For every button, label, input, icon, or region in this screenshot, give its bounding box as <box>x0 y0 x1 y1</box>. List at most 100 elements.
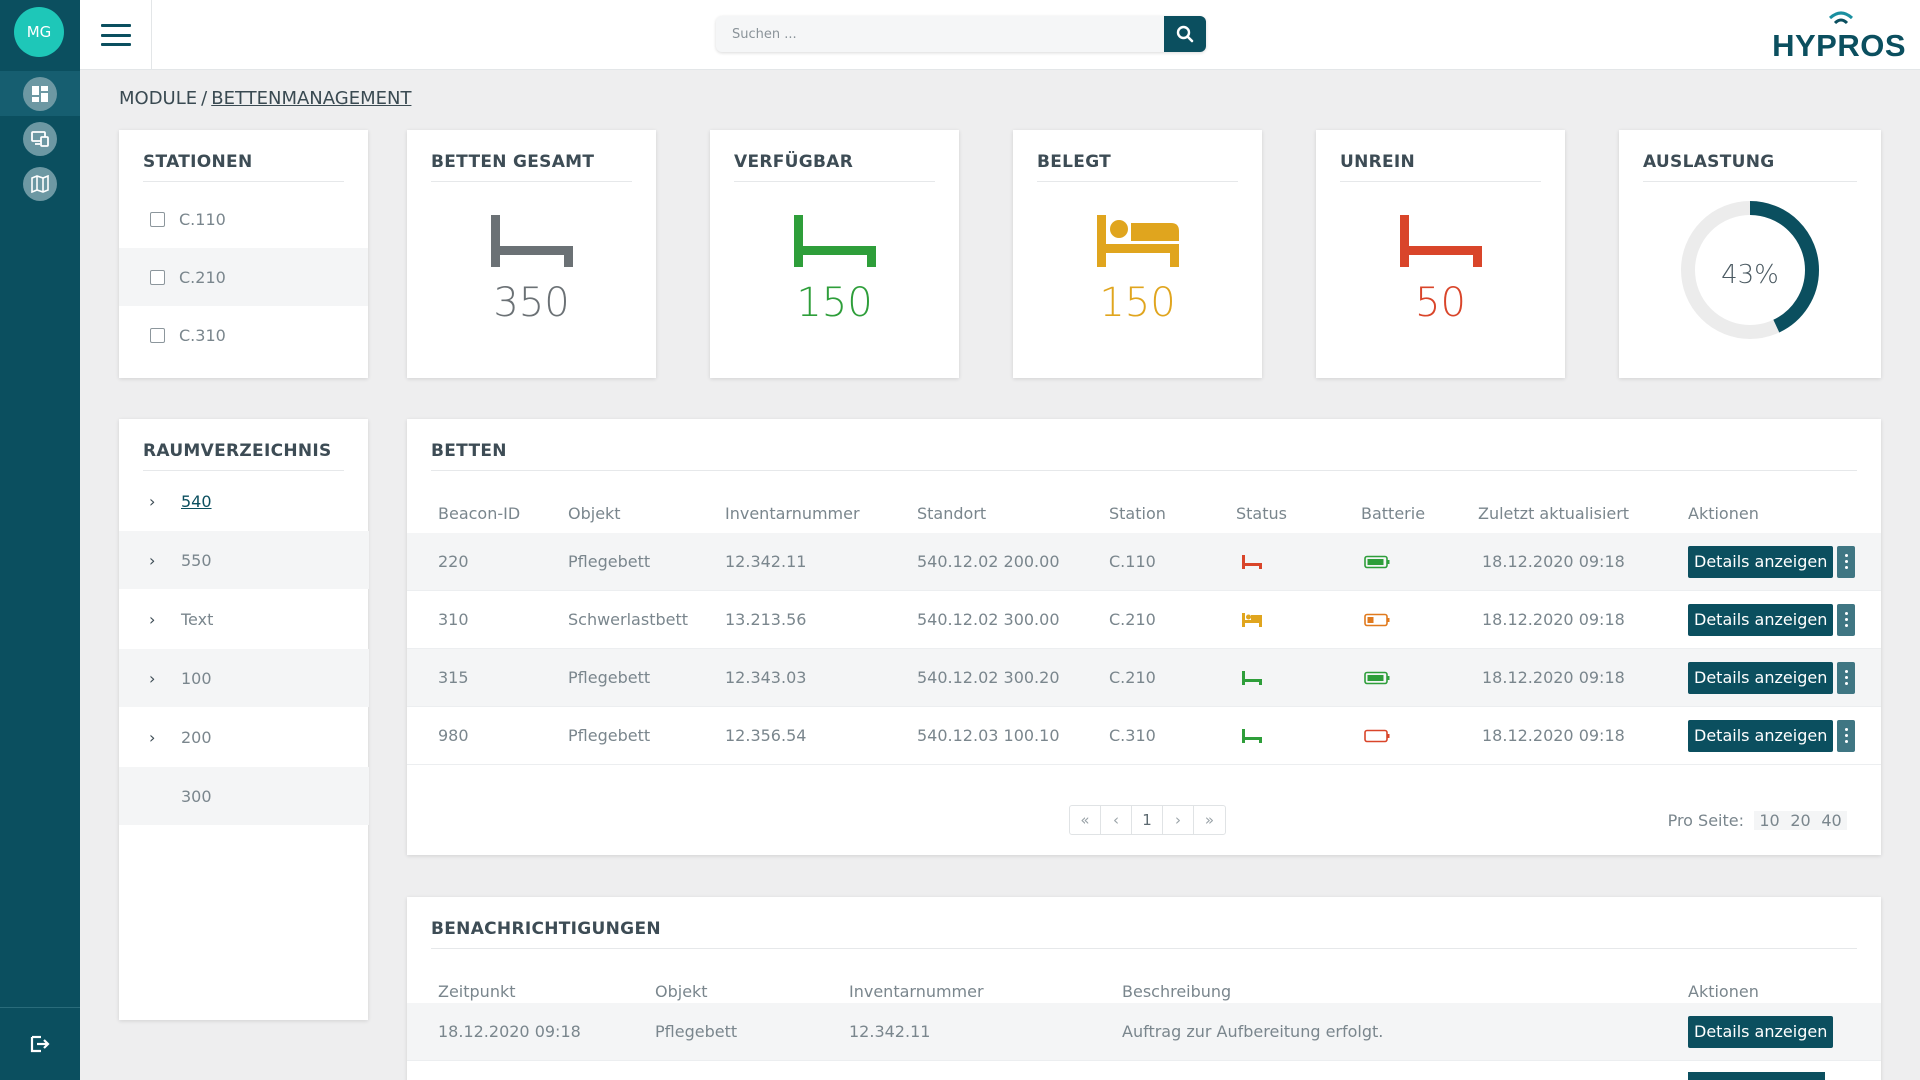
bed-station: C.110 <box>1109 552 1156 571</box>
col-station[interactable]: Station <box>1109 503 1166 523</box>
col-time[interactable]: Zeitpunkt <box>438 981 516 1001</box>
station-checkbox[interactable] <box>150 327 165 343</box>
notifications-column-headers: Zeitpunkt Objekt Inventarnummer Beschrei… <box>407 971 1881 1011</box>
room-label: 200 <box>181 727 212 747</box>
station-item-c310[interactable]: C.310 <box>119 306 368 364</box>
room-label: 300 <box>181 786 212 806</box>
room-directory-card: RAUMVERZEICHNIS › 540 › 550 › Text › 100 › 20… <box>119 419 369 1020</box>
notifications-title: BENACHRICHTIGUNGEN <box>431 919 661 939</box>
col-object[interactable]: Objekt <box>568 503 621 523</box>
menu-toggle[interactable] <box>80 0 152 70</box>
bed-row: 315 Pflegebett 12.343.03 540.12.02 300.20 C.… <box>407 649 1881 707</box>
col-inventory[interactable]: Inventarnummer <box>725 503 860 523</box>
per-page-option-40[interactable]: 40 <box>1821 810 1842 830</box>
per-page-option-10[interactable]: 10 <box>1759 810 1780 830</box>
col-beacon-id[interactable]: Beacon-ID <box>438 503 521 523</box>
battery-icon <box>1364 707 1390 764</box>
sidebar-item-map[interactable] <box>0 161 80 206</box>
utilization-title: AUSLASTUNG <box>1643 152 1775 172</box>
bed-last-updated: 18.12.2020 09:18 <box>1482 552 1625 571</box>
room-item-100[interactable]: › 100 <box>119 649 369 707</box>
col-battery[interactable]: Batterie <box>1361 503 1426 523</box>
breadcrumb-current[interactable]: BETTENMANAGEMENT <box>211 88 412 109</box>
bed-object: Pflegebett <box>568 726 651 745</box>
col-last-updated[interactable]: Zuletzt aktualisiert <box>1478 503 1630 523</box>
bed-location: 540.12.02 200.00 <box>917 552 1060 571</box>
room-item-540[interactable]: › 540 <box>119 472 369 530</box>
per-page-options: 10 20 40 <box>1754 810 1847 830</box>
prev-page-icon[interactable]: ‹ <box>1101 806 1132 834</box>
details-button[interactable]: Details anzeigen <box>1688 1015 1834 1048</box>
stat-card-unclean: UNREIN 50 <box>1316 130 1565 378</box>
donut-value-arc <box>1681 201 1819 339</box>
stat-value: 150 <box>796 280 873 326</box>
station-item-c110[interactable]: C.110 <box>119 190 368 248</box>
stations-list-card: STATIONEN C.110 C.210 C.310 <box>119 130 368 378</box>
utilization-card-header: AUSLASTUNG <box>1643 152 1857 182</box>
stat-title: VERFÜGBAR <box>734 152 854 172</box>
details-button[interactable]: Details anzeigen <box>1688 603 1834 636</box>
bed-inventory: 12.356.54 <box>725 726 807 745</box>
beds-table-title: BETTEN <box>431 441 507 461</box>
more-options-icon[interactable] <box>1837 545 1856 578</box>
room-item-200[interactable]: › 200 <box>119 708 369 766</box>
bed-inventory: 12.343.03 <box>725 668 807 687</box>
chevron-right-icon[interactable]: › <box>149 727 156 747</box>
bed-status-icon <box>1242 533 1262 590</box>
bed-beacon-id: 310 <box>438 610 469 629</box>
stat-title: BELEGT <box>1037 152 1112 172</box>
col-inventory[interactable]: Inventarnummer <box>849 981 984 1001</box>
details-button-partial[interactable] <box>1688 1072 1825 1080</box>
last-page-icon[interactable]: » <box>1204 811 1215 829</box>
sidebar-item-devices[interactable] <box>0 116 80 161</box>
col-description[interactable]: Beschreibung <box>1122 981 1232 1001</box>
bed-empty-icon <box>710 215 959 267</box>
breadcrumb-root[interactable]: MODULE <box>119 88 198 109</box>
page-number[interactable]: 1 <box>1132 806 1163 834</box>
station-checkbox[interactable] <box>150 269 165 285</box>
station-item-c210[interactable]: C.210 <box>119 248 368 306</box>
breadcrumb-separator: / <box>201 88 208 109</box>
col-location[interactable]: Standort <box>917 503 987 523</box>
details-button[interactable]: Details anzeigen <box>1688 545 1834 578</box>
search-icon <box>1176 25 1194 43</box>
per-page-option-20[interactable]: 20 <box>1790 810 1811 830</box>
more-options-icon[interactable] <box>1837 719 1856 752</box>
per-page-selector: Pro Seite: 10 20 40 <box>1668 805 1847 835</box>
user-avatar[interactable]: MG <box>14 7 64 57</box>
chevron-right-icon[interactable]: › <box>149 668 156 688</box>
room-item-300[interactable]: 300 <box>119 767 369 825</box>
station-checkbox[interactable] <box>150 211 165 227</box>
chevron-right-icon[interactable]: › <box>149 550 156 570</box>
more-options-icon[interactable] <box>1837 603 1856 636</box>
chevron-right-icon[interactable]: › <box>149 609 156 629</box>
logout-icon[interactable] <box>28 1032 52 1056</box>
stat-card-occupied: BELEGT 150 <box>1013 130 1262 378</box>
station-label: C.210 <box>179 267 226 287</box>
room-label[interactable]: 540 <box>181 491 212 511</box>
station-label: C.110 <box>179 209 226 229</box>
bed-actions: Details anzeigen <box>1688 533 1856 590</box>
bed-beacon-id: 220 <box>438 552 469 571</box>
bed-location: 540.12.03 100.10 <box>917 726 1060 745</box>
col-object[interactable]: Objekt <box>655 981 708 1001</box>
bed-actions: Details anzeigen <box>1688 707 1856 764</box>
room-item-550[interactable]: › 550 <box>119 531 369 589</box>
more-options-icon[interactable] <box>1837 661 1856 694</box>
stat-card-available: VERFÜGBAR 150 <box>710 130 959 378</box>
hamburger-icon <box>100 24 131 46</box>
search-input[interactable] <box>716 16 1162 52</box>
notification-actions: Details anzeigen <box>1688 1003 1834 1060</box>
sidebar-item-dashboard[interactable] <box>0 71 80 116</box>
details-button[interactable]: Details anzeigen <box>1688 661 1834 694</box>
search-button[interactable] <box>1164 16 1206 52</box>
chevron-right-icon[interactable]: › <box>149 491 156 511</box>
first-page-icon[interactable]: « <box>1070 806 1101 834</box>
stations-list-title: STATIONEN <box>143 152 253 172</box>
next-page-icon[interactable]: › <box>1163 806 1194 834</box>
col-status[interactable]: Status <box>1236 503 1287 523</box>
bed-inventory: 12.342.11 <box>725 552 807 571</box>
room-item-text[interactable]: › Text <box>119 590 369 648</box>
bed-location: 540.12.02 300.00 <box>917 610 1060 629</box>
details-button[interactable]: Details anzeigen <box>1688 719 1834 752</box>
